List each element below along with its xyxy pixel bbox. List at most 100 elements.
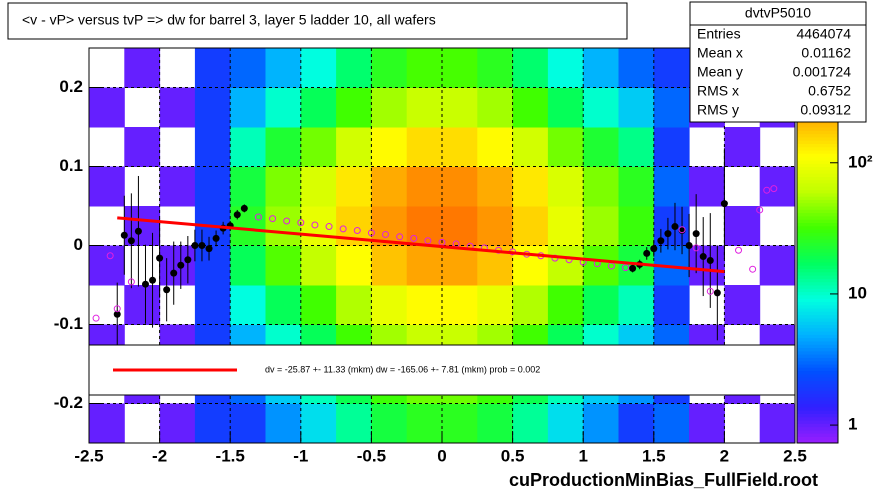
heatmap-cell [583, 127, 619, 167]
heatmap-cell [547, 166, 584, 207]
heatmap-cell [194, 245, 231, 286]
colorbar-segment [797, 127, 838, 131]
colorbar-segment [797, 285, 838, 289]
profile-point [191, 242, 199, 249]
heatmap-cell [583, 87, 619, 128]
heatmap-cell [618, 166, 655, 207]
marker [92, 314, 100, 322]
colorbar-segment [797, 298, 838, 302]
heatmap-cell [300, 127, 337, 167]
colorbar-segment [797, 311, 838, 316]
stats-label: Entries [697, 26, 741, 42]
x-tick-label: -1.5 [216, 446, 245, 465]
colorbar-segment [797, 196, 838, 200]
heatmap-cell [618, 206, 655, 246]
stats-value: 0.09312 [800, 102, 851, 118]
profile-point [699, 253, 707, 261]
heatmap-cell [230, 127, 266, 167]
colorbar-segment [797, 255, 838, 260]
marker [127, 278, 135, 286]
heatmap-cell [265, 87, 302, 128]
colorbar-segment [797, 308, 838, 312]
heatmap-cell [583, 245, 619, 286]
heatmap-cell [300, 245, 337, 286]
profile-point [212, 234, 220, 242]
colorbar-segment [797, 423, 838, 428]
colorbar-segment [797, 130, 838, 135]
heatmap-cell [406, 285, 443, 325]
heatmap-cell [230, 166, 266, 207]
colorbar-segment [797, 222, 838, 227]
colorbar-segment [797, 146, 838, 151]
profile-point [141, 280, 149, 288]
x-tick-label: -1 [293, 446, 308, 465]
x-tick-label: -0.5 [357, 446, 386, 465]
heatmap-cell [194, 166, 231, 207]
marker [770, 185, 778, 193]
colorbar-segment [797, 387, 838, 391]
x-tick-label: 1.5 [642, 446, 666, 465]
colorbar-segment [797, 370, 838, 375]
heatmap-cell [230, 48, 266, 88]
colorbar-segment [797, 314, 838, 319]
heatmap-cell [406, 166, 443, 207]
heatmap-cell [371, 285, 408, 325]
heatmap-cell [265, 403, 302, 444]
heatmap-cell [336, 48, 372, 88]
colorbar-segment [797, 173, 838, 177]
stats-value: 0.001724 [793, 64, 852, 80]
colorbar-segment [797, 186, 838, 191]
heatmap-cell [724, 285, 761, 325]
heatmap-cell [300, 166, 337, 207]
heatmap-cell [583, 285, 619, 325]
heatmap-cell [442, 48, 478, 88]
heatmap-cell [371, 127, 408, 167]
y-tick-label: 0.1 [59, 156, 83, 175]
fit-line [117, 216, 725, 274]
marker [339, 225, 347, 233]
heatmap-cell [406, 403, 443, 444]
colorbar-segment [797, 324, 838, 329]
colorbar-segment [797, 153, 838, 158]
profile-point [685, 242, 693, 249]
colorbar-segment [797, 242, 838, 246]
colorbar-segment [797, 426, 838, 431]
stats-frame [689, 1, 867, 123]
heatmap-cell [159, 403, 196, 444]
heatmap-cell [477, 127, 514, 167]
profile-point [706, 257, 714, 265]
colorbar-segment [797, 304, 838, 309]
y-tick-label: 0 [74, 235, 83, 254]
marker [763, 186, 771, 194]
heatmap-cell [300, 285, 337, 325]
footer: cuProductionMinBias_FullField.root [509, 470, 818, 490]
heatmap-cell [512, 285, 549, 325]
marker [283, 217, 291, 225]
colorbar-segment [797, 133, 838, 138]
colorbar-segment [797, 364, 838, 368]
stats-name: dvtvP5010 [745, 5, 811, 21]
colorbar-segment [797, 383, 838, 388]
heatmap-cell [265, 166, 302, 207]
heatmap-cell [618, 285, 655, 325]
marker [735, 246, 743, 254]
colorbar-segment [797, 225, 838, 230]
heatmap-cell [689, 403, 725, 444]
heatmap-cell [230, 403, 266, 444]
colorbar-segment [797, 419, 838, 424]
heatmap-cell [618, 48, 655, 88]
y-tick-label: 0.2 [59, 77, 83, 96]
marker [311, 221, 319, 229]
heatmap-cell [512, 206, 549, 246]
y-tick-label: -0.2 [54, 393, 83, 412]
colorbar-segment [797, 406, 838, 411]
x-tick-label: 0.5 [501, 446, 525, 465]
profile-point [664, 230, 672, 238]
profile-point [671, 223, 679, 231]
heatmap-cell [477, 403, 514, 444]
heatmap-cell [406, 206, 443, 246]
colorbar-segment [797, 265, 838, 270]
heatmap-cell [547, 127, 584, 167]
colorbar-segment [797, 396, 838, 401]
